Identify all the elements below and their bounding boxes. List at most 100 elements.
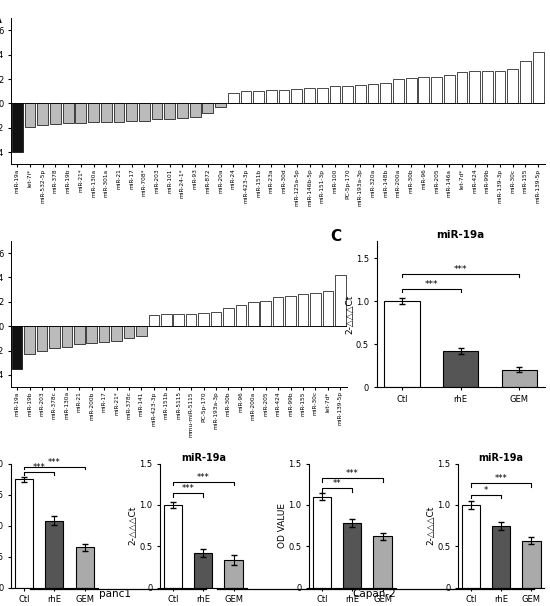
Bar (384, 301, 420, 387)
Bar (355, 85, 366, 104)
Y-axis label: 2-△△△Ct: 2-△△△Ct (427, 506, 436, 545)
Text: ***: *** (182, 484, 195, 493)
Bar (99, 326, 109, 342)
Bar (50, 104, 61, 124)
Bar (494, 70, 505, 104)
Bar (469, 70, 480, 104)
Bar (298, 295, 309, 326)
Bar (431, 77, 442, 104)
Bar (139, 104, 150, 121)
Title: miR-19a: miR-19a (181, 453, 226, 463)
Bar (342, 87, 353, 104)
Bar (380, 83, 391, 104)
Bar (335, 275, 345, 326)
Bar (279, 90, 289, 104)
Text: *: * (484, 486, 488, 495)
Bar (148, 315, 159, 326)
Bar (101, 104, 112, 122)
Bar (228, 93, 239, 104)
Bar (215, 104, 226, 107)
Bar (124, 326, 134, 338)
Bar (49, 326, 60, 348)
Bar (202, 104, 213, 113)
Bar (63, 104, 74, 123)
Text: C: C (330, 229, 341, 244)
Y-axis label: 2-△△△Ct: 2-△△△Ct (129, 506, 138, 545)
Text: A: A (0, 11, 2, 26)
Bar (507, 69, 518, 104)
Bar (25, 104, 35, 127)
Bar (456, 72, 468, 104)
Text: ***: *** (454, 265, 468, 273)
Bar (266, 90, 277, 104)
Bar (254, 92, 264, 104)
Bar (164, 505, 182, 588)
Bar (323, 291, 333, 326)
Text: ***: *** (197, 473, 210, 482)
Bar (152, 104, 162, 119)
Title: miR-19a: miR-19a (478, 453, 524, 463)
Bar (186, 314, 196, 326)
Bar (194, 553, 212, 588)
Bar (261, 301, 271, 326)
Bar (240, 92, 251, 104)
Text: ***: *** (346, 470, 359, 478)
Bar (304, 88, 315, 104)
Text: **: ** (333, 479, 342, 488)
Bar (173, 314, 184, 326)
Y-axis label: 2-△△△Ct: 2-△△△Ct (345, 295, 355, 334)
Text: panc1: panc1 (100, 589, 131, 599)
Bar (292, 89, 302, 104)
Bar (533, 52, 543, 104)
Bar (75, 104, 86, 123)
Text: ***: *** (33, 463, 46, 472)
Bar (367, 84, 378, 104)
Bar (177, 104, 188, 118)
Bar (393, 79, 404, 104)
Bar (45, 521, 63, 588)
Bar (223, 308, 234, 326)
Bar (482, 70, 493, 104)
Bar (310, 293, 321, 326)
Text: Capan-2: Capan-2 (352, 589, 396, 599)
Bar (502, 370, 537, 387)
Text: ***: *** (48, 458, 60, 467)
Y-axis label: OD VALUE: OD VALUE (278, 503, 287, 548)
Bar (313, 497, 331, 588)
Bar (75, 547, 94, 588)
Bar (190, 104, 201, 117)
Bar (136, 326, 147, 336)
Bar (113, 104, 124, 122)
Bar (520, 61, 531, 104)
Bar (88, 104, 99, 122)
Bar (86, 326, 97, 343)
Bar (492, 525, 510, 588)
Bar (373, 536, 392, 588)
Bar (419, 77, 429, 104)
Bar (224, 561, 243, 588)
Text: ***: *** (495, 474, 508, 484)
Bar (462, 505, 480, 588)
Bar (161, 314, 172, 326)
Bar (24, 326, 35, 354)
Title: miR-19a: miR-19a (437, 230, 485, 240)
Bar (62, 326, 72, 347)
Bar (12, 326, 23, 369)
Bar (211, 311, 221, 326)
Bar (199, 313, 209, 326)
Bar (285, 296, 296, 326)
Bar (343, 523, 361, 588)
Bar (74, 326, 85, 344)
Bar (126, 104, 137, 121)
Bar (248, 302, 258, 326)
Bar (317, 88, 328, 104)
Bar (522, 541, 541, 588)
Bar (235, 305, 246, 326)
Text: ***: *** (425, 280, 438, 289)
Bar (444, 76, 455, 104)
Bar (273, 297, 283, 326)
Bar (406, 78, 416, 104)
Bar (37, 104, 48, 125)
Bar (164, 104, 175, 119)
Bar (37, 326, 47, 350)
